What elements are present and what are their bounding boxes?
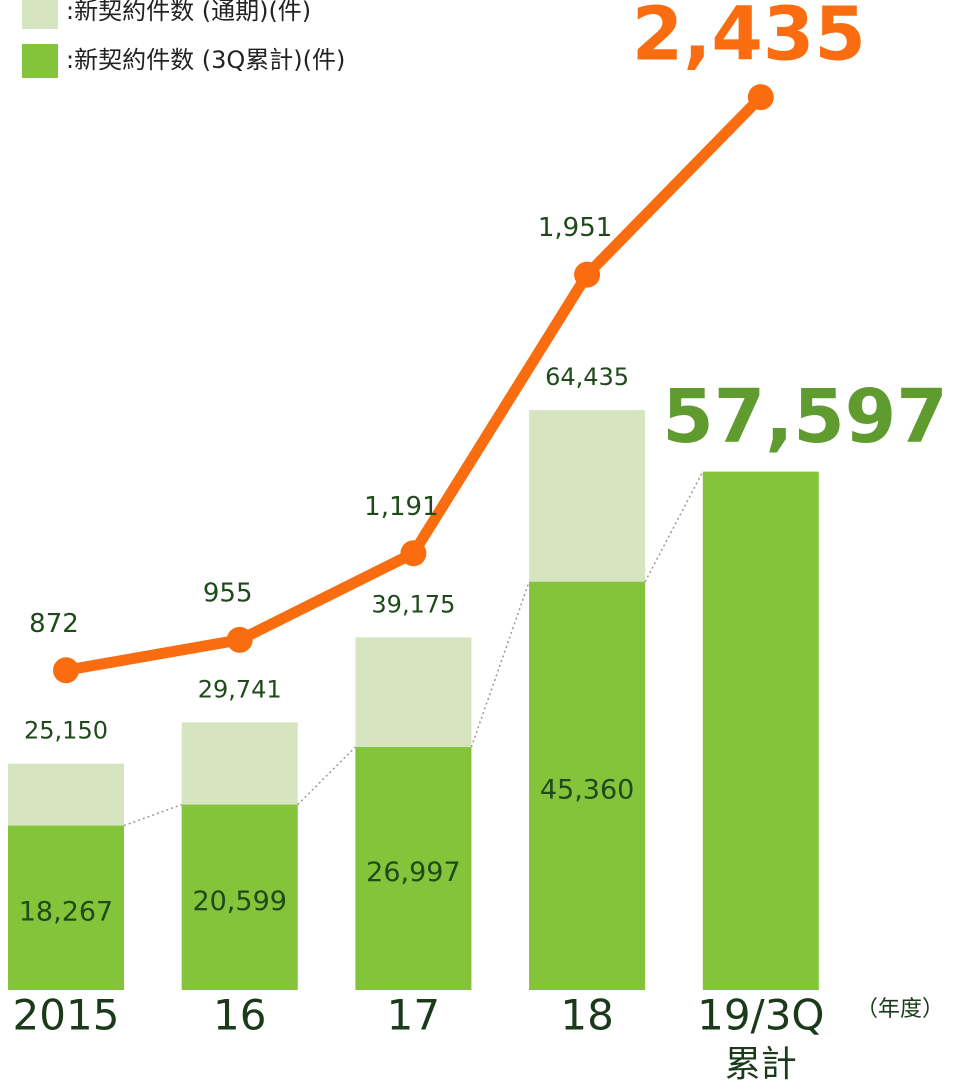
bar-3q [8,825,124,990]
value-label: 955 [203,578,253,608]
line-point [400,540,427,567]
line-point [574,261,601,288]
value-label: 872 [29,609,79,639]
legend-label: :新契約件数 (通期)(件) [66,0,311,25]
bar-3q [702,471,819,990]
x-tick-label: 18 [560,991,613,1040]
x-tick-label: 16 [213,991,266,1040]
x-tick-label: 19/3Q [697,991,824,1040]
legend-label: :新契約件数 (3Q累計)(件) [66,46,345,74]
value-label: 29,741 [198,675,282,703]
value-label: 18,267 [19,896,113,927]
x-unit-label: （年度） [856,997,944,1022]
bar-3q [355,747,472,990]
connector [297,746,356,806]
value-label-highlight: 57,597 [662,374,948,460]
connector [644,471,704,583]
x-tick-label: 17 [387,991,440,1040]
legend-swatch [22,44,58,78]
value-label: 64,435 [545,363,629,391]
value-label: 39,175 [371,590,455,618]
legend-swatch [22,0,58,29]
line-point [747,84,774,111]
connector [470,581,530,748]
line-point [226,626,253,653]
line-point [53,657,79,684]
connector [123,803,182,827]
x-tick-sublabel: 累計 [725,1044,797,1085]
value-label: 20,599 [192,886,286,917]
value-label-highlight: 2,435 [632,0,866,78]
x-tick-label: 2015 [13,991,120,1040]
value-label: 25,150 [24,717,108,745]
value-label: 26,997 [366,857,460,888]
bar-3q [181,804,298,990]
line [65,93,765,676]
bar-3q [529,581,646,990]
value-label: 45,360 [540,774,634,805]
value-label: 1,951 [538,213,612,243]
value-label: 1,191 [364,492,438,522]
